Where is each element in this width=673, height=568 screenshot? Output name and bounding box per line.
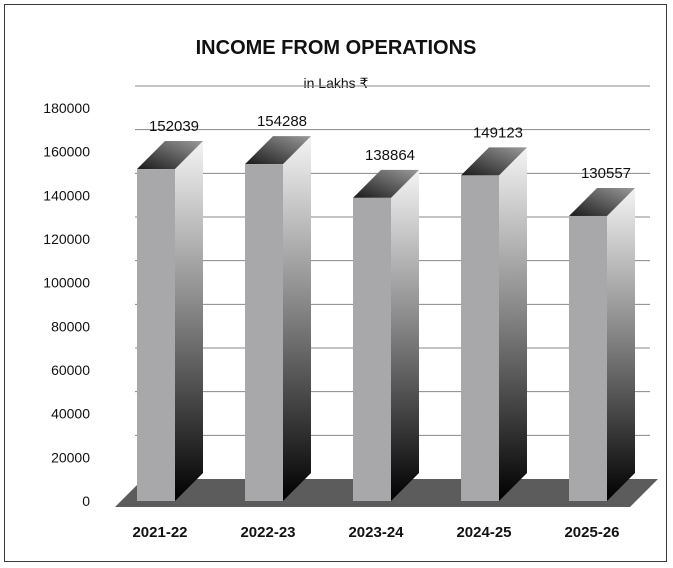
x-tick-label: 2021-22 [132,524,187,541]
bar-top-face [353,169,419,198]
bar-side-face [499,147,527,501]
y-tick-label: 120000 [43,231,90,247]
bar-front-face [245,164,283,501]
bar-top-face [137,141,203,170]
bar-top-face [245,136,311,165]
bar-side-face [607,187,635,501]
bar-2024-25: 149123 [461,124,527,501]
bars: 152039 154288 138864 149123 130557 [137,113,635,501]
bar-2023-24: 138864 [353,147,419,501]
bar-2025-26: 130557 [569,165,635,501]
chart-subtitle: in Lakhs ₹ [304,75,369,91]
y-tick-label: 180000 [43,100,90,116]
chart-frame: INCOME FROM OPERATIONS in Lakhs ₹ 0 20000… [4,4,667,562]
bar-value-label: 149123 [473,124,523,141]
bar-value-label: 138864 [365,147,415,164]
income-bar-chart: INCOME FROM OPERATIONS in Lakhs ₹ 0 20000… [43,37,658,541]
bar-2021-22: 152039 [137,118,203,501]
bar-side-face [175,141,203,501]
bar-front-face [461,175,499,501]
x-tick-label: 2024-25 [456,524,511,541]
y-tick-label: 160000 [43,144,90,160]
bar-side-face [391,169,419,501]
x-tick-label: 2022-23 [240,524,295,541]
x-tick-label: 2023-24 [348,524,404,541]
y-tick-label: 40000 [51,406,90,422]
y-tick-label: 60000 [51,362,90,378]
bar-front-face [569,215,607,501]
bar-top-face [461,147,527,176]
y-axis-ticks: 0 20000 40000 60000 80000 100000 120000 140000 1… [43,100,90,509]
bar-2022-23: 154288 [245,113,311,501]
bar-front-face [353,197,391,501]
chart-title: INCOME FROM OPERATIONS [196,37,477,59]
bar-value-label: 152039 [149,118,199,135]
bar-side-face [283,136,311,501]
y-tick-label: 100000 [43,275,90,291]
x-axis-categories: 2021-22 2022-23 2023-24 2024-25 2025-26 [132,524,619,541]
y-tick-label: 80000 [51,318,90,334]
x-tick-label: 2025-26 [564,524,619,541]
y-tick-label: 0 [82,493,90,509]
bar-top-face [569,187,635,216]
y-tick-label: 140000 [43,187,90,203]
bar-value-label: 130557 [581,165,631,182]
bar-value-label: 154288 [257,113,307,130]
bar-front-face [137,169,175,501]
y-tick-label: 20000 [51,449,90,465]
